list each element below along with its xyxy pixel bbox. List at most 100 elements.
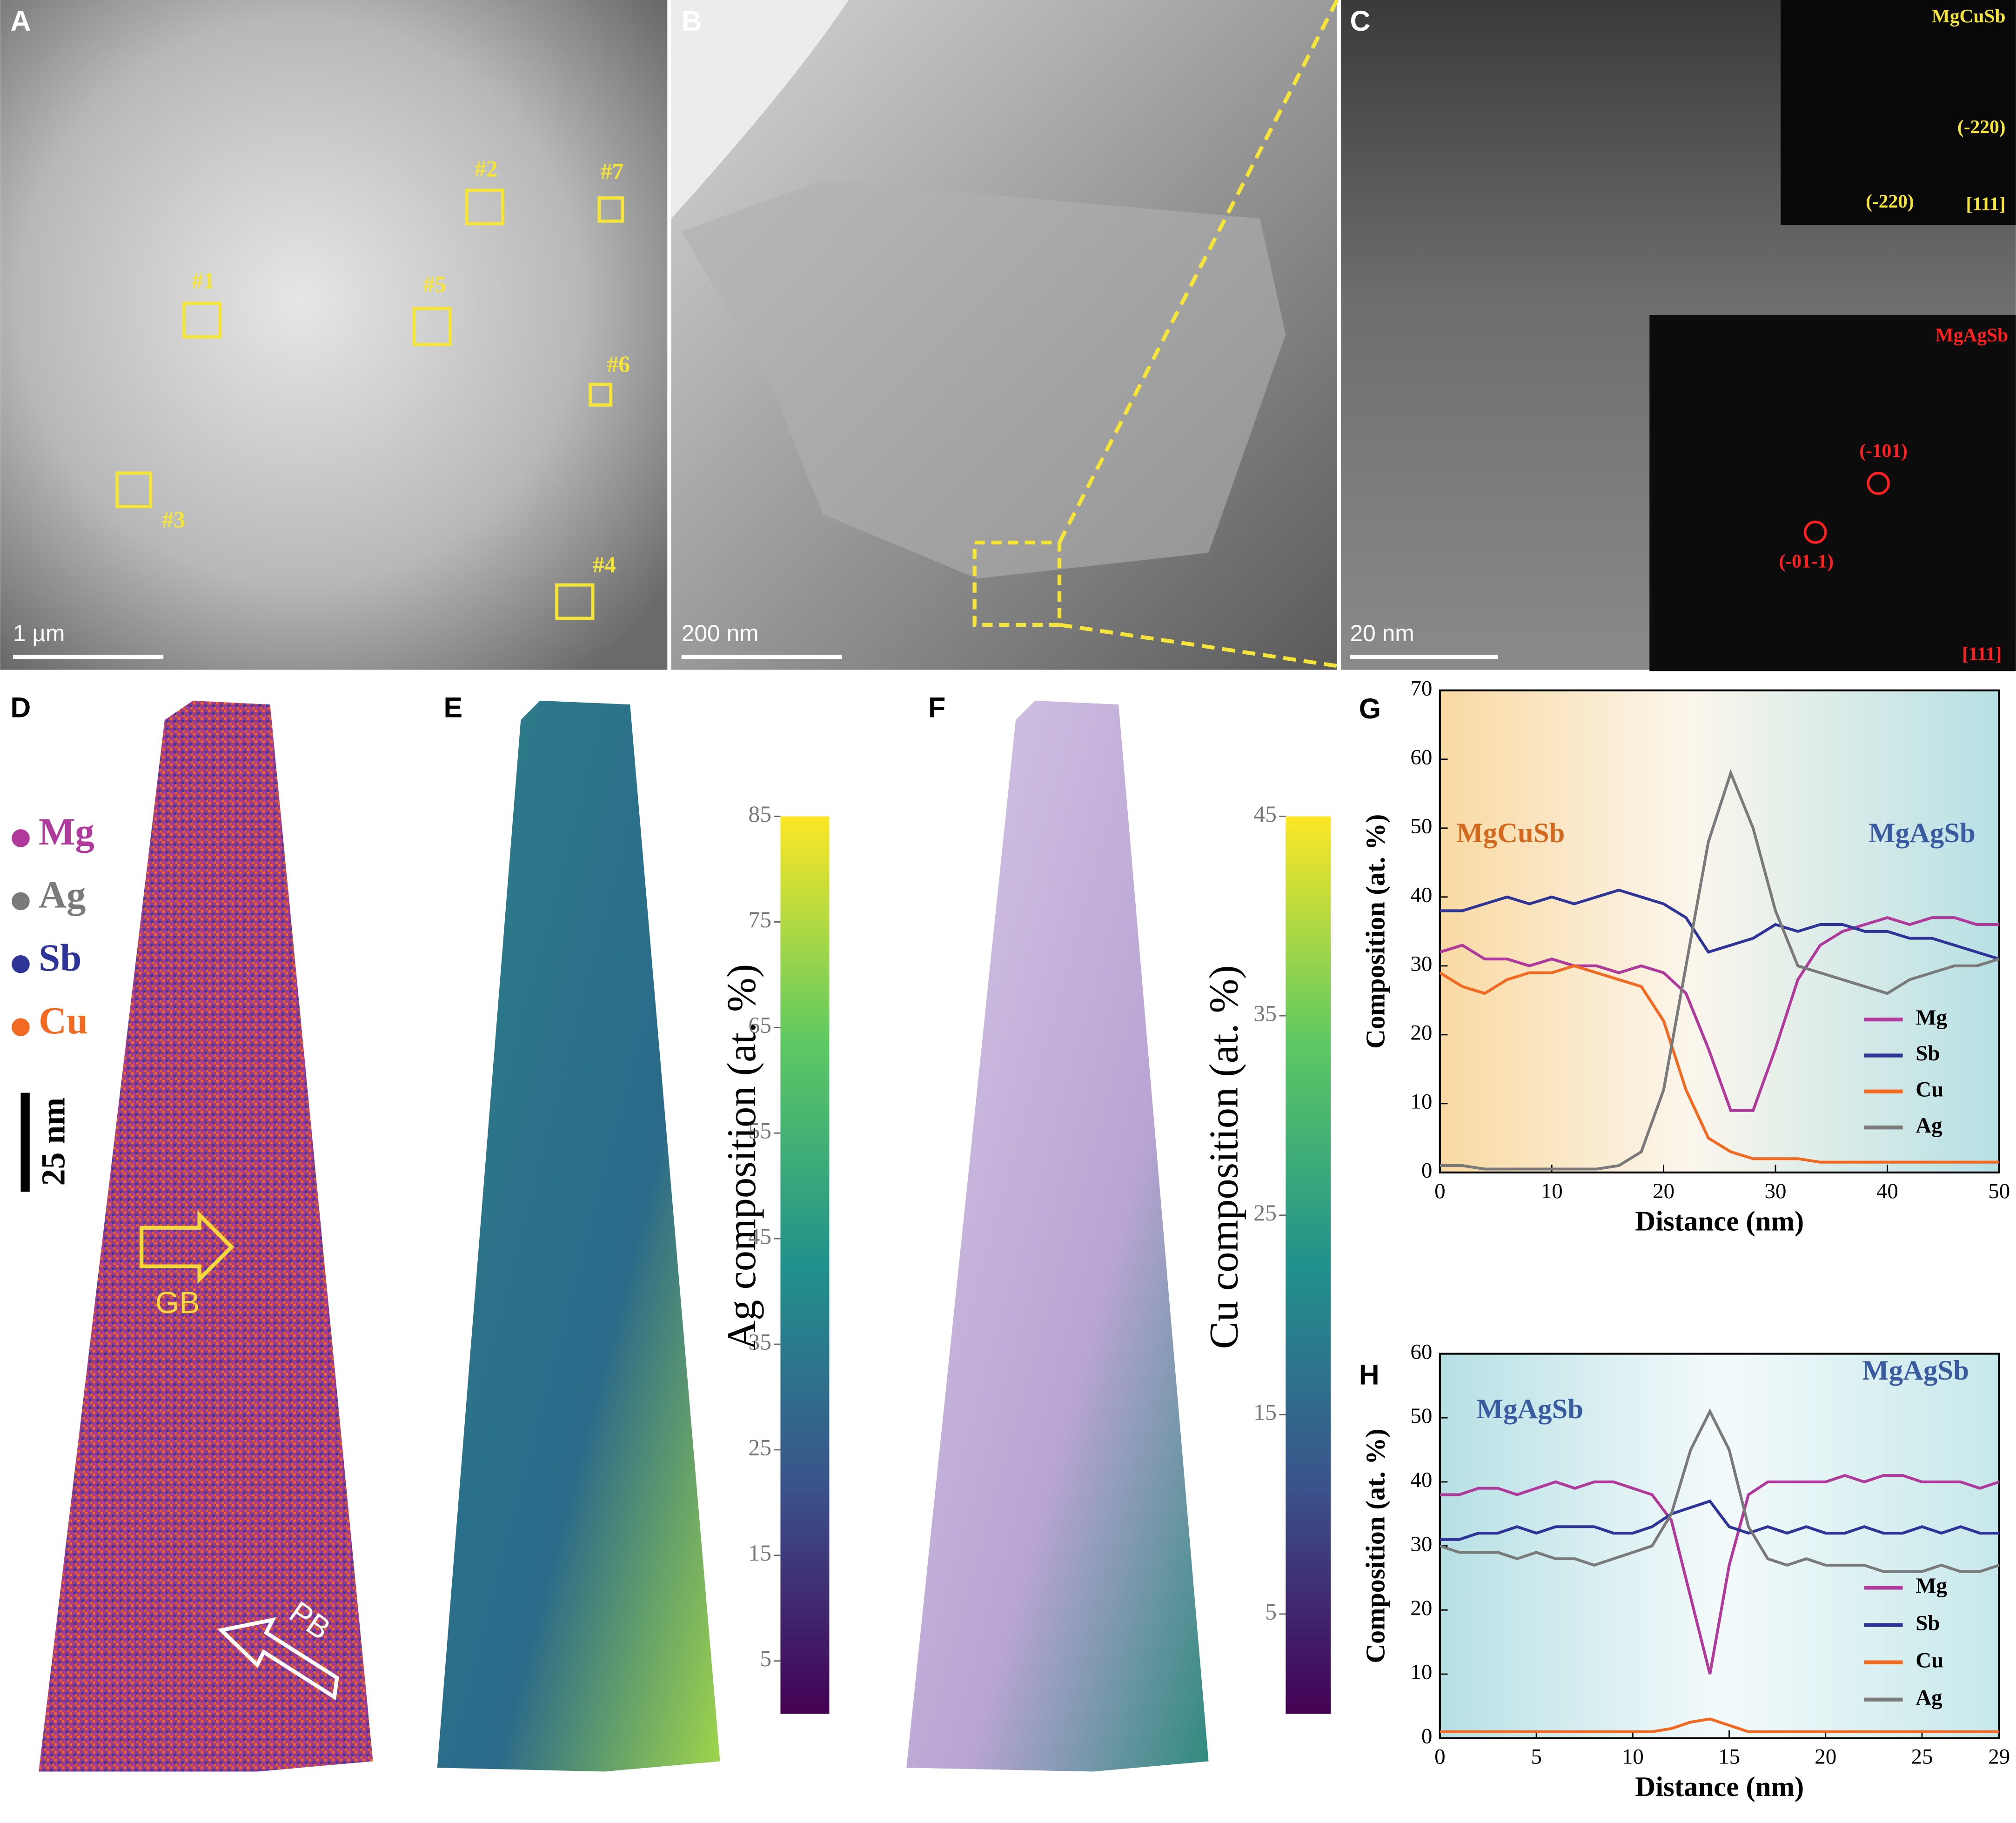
legend-label: Ag — [1916, 1113, 1942, 1138]
data-line — [1440, 888, 2000, 960]
legend-label: Mg — [39, 810, 94, 853]
zoom-line — [1059, 623, 1338, 668]
plot-background — [1440, 690, 1999, 1173]
y-tick-label: 10 — [1410, 1090, 1432, 1114]
annotation: MgAgSb — [1862, 1355, 1969, 1386]
scale-bar-label: 1 µm — [13, 620, 65, 646]
y-tick-label: 0 — [1421, 1724, 1432, 1748]
x-tick-label: 40 — [1876, 1179, 1898, 1203]
legend-label: Cu — [39, 999, 88, 1042]
y-tick-label: 50 — [1410, 1404, 1432, 1428]
tip-f — [906, 700, 1209, 1772]
x-tick-label: 25 — [1911, 1745, 1933, 1769]
data-line — [1440, 1474, 2000, 1675]
spot-circle — [1803, 521, 1827, 544]
colorbar-tick-label: 25 — [748, 1434, 771, 1460]
inset-phase: MgCuSb — [1932, 5, 2006, 27]
region-box — [465, 188, 505, 226]
panel-label: B — [682, 5, 702, 37]
scale-bar — [20, 1092, 30, 1192]
region-box — [182, 302, 222, 339]
colorbar-label: Cu composition (at. %) — [1201, 965, 1246, 1349]
y-axis-label: Composition (at. %) — [1360, 1428, 1391, 1663]
arrow-pb — [217, 1617, 339, 1701]
image-b-hole — [671, 0, 849, 219]
grain — [681, 180, 1286, 579]
x-tick-label: 20 — [1815, 1745, 1836, 1769]
y-tick-label: 30 — [1410, 1532, 1432, 1556]
spot-label: (-01-1) — [1779, 550, 1834, 572]
colorbar-tick-label: 25 — [1253, 1200, 1277, 1226]
legend-label: Mg — [1916, 1005, 1947, 1030]
data-line — [1440, 1717, 1999, 1733]
image-a — [0, 0, 668, 670]
x-axis-label: Distance (nm) — [1635, 1771, 1804, 1803]
panel-label: H — [1359, 1359, 1380, 1390]
colorbar-tick-label: 35 — [748, 1329, 771, 1354]
scale-bar-label: 25 nm — [34, 1098, 72, 1186]
legend-label: Cu — [1916, 1648, 1943, 1672]
panel-label: C — [1350, 5, 1370, 37]
legend-label: Sb — [1916, 1611, 1940, 1635]
arrow-gb — [140, 1210, 234, 1284]
region-label: #1 — [192, 268, 215, 293]
x-tick-label: 15 — [1718, 1745, 1740, 1769]
region-box — [555, 583, 595, 620]
legend-label: Sb — [39, 936, 81, 979]
region-label: #2 — [475, 156, 498, 181]
legend-label: Ag — [39, 873, 86, 916]
spot-circle — [1867, 472, 1890, 495]
y-tick-label: 70 — [1410, 677, 1432, 701]
x-tick-label: 50 — [1988, 1179, 2010, 1203]
tip-e — [437, 700, 720, 1772]
data-line — [1439, 1408, 2000, 1573]
colorbar-tick-label: 85 — [748, 801, 771, 827]
tip-d — [39, 700, 373, 1772]
panel-label: A — [10, 5, 31, 37]
plot-background — [1440, 1354, 1999, 1738]
scale-bar-label: 20 nm — [1350, 620, 1414, 646]
colorbar-tick-label: 15 — [1253, 1400, 1277, 1425]
legend-dot — [12, 892, 30, 911]
panel-label: D — [10, 691, 31, 723]
region-label: #7 — [601, 158, 624, 184]
colorbar-tick-label: 5 — [760, 1646, 771, 1671]
legend-dot — [12, 955, 30, 973]
region-box — [412, 307, 452, 346]
colorbar-tick-label: 45 — [1253, 801, 1277, 827]
annotation: MgAgSb — [1869, 818, 1976, 849]
colorbar-f — [1286, 816, 1331, 1714]
panel-label: E — [444, 691, 463, 723]
y-axis-label: Composition (at. %) — [1360, 814, 1391, 1049]
region-label: #5 — [423, 272, 446, 297]
zone-axis: [111] — [1962, 643, 2002, 664]
data-line — [1439, 964, 1999, 1164]
panel-label: G — [1359, 693, 1381, 724]
colorbar-label: Ag composition (at. %) — [719, 964, 764, 1350]
y-tick-label: 20 — [1410, 1596, 1432, 1620]
region-box — [597, 196, 624, 223]
panel-label: F — [928, 691, 945, 723]
x-tick-label: 29 — [1988, 1745, 2010, 1769]
annotation: MgAgSb — [1477, 1394, 1584, 1425]
region-label: #6 — [607, 351, 630, 377]
legend-dot — [12, 1018, 30, 1037]
zone-axis: [111] — [1966, 193, 2005, 214]
spot-label: (-101) — [1859, 440, 1908, 462]
legend-dot — [12, 829, 30, 847]
y-tick-label: 0 — [1421, 1159, 1432, 1183]
data-line — [1440, 769, 2000, 1171]
spot-label: (-220) — [1957, 116, 2006, 138]
arrow-label: GB — [155, 1286, 200, 1320]
colorbar-tick-label: 15 — [748, 1540, 771, 1566]
legend-label: Ag — [1916, 1686, 1942, 1710]
y-tick-label: 10 — [1410, 1660, 1432, 1684]
x-tick-label: 30 — [1765, 1179, 1787, 1203]
colorbar-e — [780, 816, 830, 1714]
y-tick-label: 60 — [1410, 1340, 1432, 1364]
y-tick-label: 40 — [1410, 883, 1432, 907]
y-tick-label: 20 — [1410, 1021, 1432, 1045]
legend-label: Mg — [1916, 1574, 1947, 1598]
y-tick-label: 50 — [1410, 814, 1432, 838]
